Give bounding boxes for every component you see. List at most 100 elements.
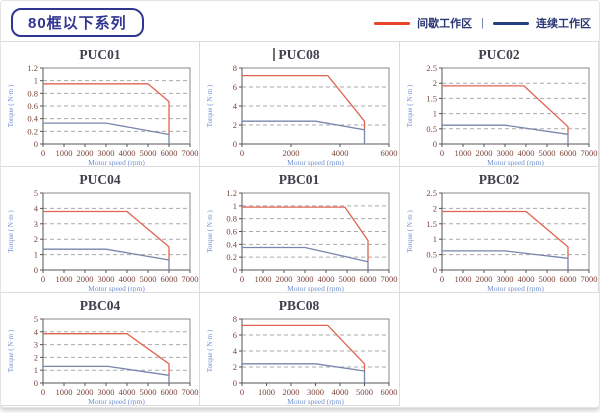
chart-title: PBC01 <box>279 172 320 187</box>
x-tick-label: 2000 <box>77 387 94 397</box>
x-tick-label: 5000 <box>538 148 555 158</box>
series-line-intermittent <box>242 74 366 130</box>
x-axis-label: Motor speed (rpm) <box>88 397 145 405</box>
legend-label-intermittent: 间歇工作区 <box>417 18 473 30</box>
chart-svg-puc08: 0 2000 4000 6000 0 2 4 6 8 PUC08 Motor speed (rpm)… <box>206 47 398 167</box>
chart-cell-puc02: 0 1000 2000 3000 4000 5000 6000 7000 0 0.5 1 1.5 2 2.… <box>399 41 599 167</box>
legend-label-continuous: 连续工作区 <box>536 18 591 30</box>
x-tick-label: 3000 <box>297 274 314 284</box>
x-tick-label: 5000 <box>140 387 157 397</box>
x-tick-label: 6000 <box>381 148 398 158</box>
x-tick-label: 4000 <box>517 148 534 158</box>
x-tick-label: 5000 <box>140 148 157 158</box>
y-tick-label: 1 <box>34 365 38 375</box>
y-tick-label: 0.4 <box>27 114 38 124</box>
chart-cell-pbc02: 0 1000 2000 3000 4000 5000 6000 7000 0 0.5 1 1.5 2 2.… <box>399 167 599 293</box>
x-tick-label: 7000 <box>580 274 597 284</box>
y-tick-label: 2 <box>34 352 38 362</box>
series-line-intermittent <box>242 206 369 261</box>
y-tick-label: 3 <box>34 219 38 229</box>
chart-svg-pbc08: 0 1000 2000 3000 4000 5000 6000 0 2 4 6 8 PBC08 Motor… <box>206 298 398 406</box>
chart-svg-pbc02: 0 1000 2000 3000 4000 5000 6000 7000 0 0.5 1 1.5 2 2.… <box>406 172 598 293</box>
intermittent-zone-line-icon <box>374 21 411 25</box>
plot-frame <box>42 192 191 271</box>
plot-frame <box>42 318 191 384</box>
x-tick-label: 3000 <box>496 274 513 284</box>
y-tick-label: 5 <box>34 188 38 198</box>
y-tick-label: 0.6 <box>27 101 38 111</box>
x-tick-label: 1000 <box>56 148 73 158</box>
y-tick-label: 0 <box>34 139 38 149</box>
chart-grid: 0 1000 2000 3000 4000 5000 6000 7000 0 0.2 0.4 0.6 0… <box>1 41 599 406</box>
page-title: 80框以下系列 <box>28 15 127 32</box>
y-tick-label: 1.2 <box>27 63 38 73</box>
x-tick-label: 3000 <box>98 274 115 284</box>
y-axis-label: Torque ( N·m ) <box>406 84 414 127</box>
y-tick-label: 2.5 <box>426 63 437 73</box>
x-tick-label: 6000 <box>161 387 178 397</box>
series-line-continuous <box>242 246 369 270</box>
y-tick-label: 1.5 <box>426 93 437 103</box>
y-tick-label: 4 <box>233 101 238 111</box>
x-tick-label: 1000 <box>56 274 73 284</box>
x-axis-label: Motor speed (rpm) <box>288 397 345 405</box>
y-axis-label: Torque ( N·m ) <box>206 84 214 127</box>
continuous-zone-line-icon <box>493 21 529 25</box>
x-tick-label: 4000 <box>332 387 349 397</box>
series-line-continuous <box>441 250 569 270</box>
y-tick-label: 1.5 <box>426 219 437 229</box>
x-tick-label: 6000 <box>360 274 377 284</box>
y-tick-label: 0 <box>233 139 237 149</box>
y-tick-label: 4 <box>233 346 238 356</box>
x-tick-label: 4000 <box>119 387 136 397</box>
y-tick-label: 0 <box>34 378 38 388</box>
chart-svg-puc01: 0 1000 2000 3000 4000 5000 6000 7000 0 0.2 0.4 0.6 0… <box>7 47 199 167</box>
chart-cell-puc01: 0 1000 2000 3000 4000 5000 6000 7000 0 0.2 0.4 0.6 0… <box>1 41 201 167</box>
series-line-continuous <box>242 363 366 383</box>
chart-svg-pbc01: 0 1000 2000 3000 4000 5000 6000 7000 0 0.2 0.4 0.6 0… <box>206 172 398 293</box>
y-tick-label: 2.5 <box>426 188 437 198</box>
x-tick-label: 3000 <box>98 387 115 397</box>
x-tick-label: 0 <box>41 274 45 284</box>
chart-svg-pbc04: 0 1000 2000 3000 4000 5000 6000 7000 0 1 2 3 4 5 PBC04… <box>7 298 199 406</box>
x-tick-label: 3000 <box>98 148 115 158</box>
y-tick-label: 1 <box>233 201 237 211</box>
chart-svg-puc04: 0 1000 2000 3000 4000 5000 6000 7000 0 1 2 3 4 5 PUC04… <box>7 172 199 293</box>
y-tick-label: 0.2 <box>227 252 238 262</box>
chart-cell-pbc04: 0 1000 2000 3000 4000 5000 6000 7000 0 1 2 3 4 5 PBC04… <box>1 293 201 406</box>
x-tick-label: 2000 <box>77 148 94 158</box>
x-tick-label: 1000 <box>454 274 471 284</box>
series-title-badge: 80框以下系列 <box>11 8 144 37</box>
x-axis-label: Motor speed (rpm) <box>487 158 544 166</box>
y-tick-label: 0.4 <box>227 239 238 249</box>
series-line-continuous <box>441 124 569 144</box>
y-axis-label: Torque ( N·m ) <box>7 84 15 127</box>
x-tick-label: 5000 <box>140 274 157 284</box>
y-tick-label: 0.6 <box>227 227 238 237</box>
x-tick-label: 0 <box>240 387 244 397</box>
series-line-intermittent <box>43 210 170 260</box>
x-tick-label: 2000 <box>276 274 293 284</box>
y-tick-label: 1 <box>34 250 38 260</box>
y-tick-label: 1 <box>432 109 436 119</box>
y-tick-label: 5 <box>34 314 38 324</box>
chart-cell-pbc08: 0 1000 2000 3000 4000 5000 6000 0 2 4 6 8 PBC08 Motor… <box>200 293 400 406</box>
y-tick-label: 2 <box>233 362 237 372</box>
y-tick-label: 6 <box>233 330 237 340</box>
chart-cell-pbc01: 0 1000 2000 3000 4000 5000 6000 7000 0 0.2 0.4 0.6 0… <box>200 167 400 293</box>
chart-title: PUC04 <box>79 172 120 187</box>
x-tick-label: 4000 <box>517 274 534 284</box>
y-tick-label: 2 <box>233 120 237 130</box>
y-tick-label: 6 <box>233 82 237 92</box>
y-tick-label: 4 <box>34 203 39 213</box>
chart-title: PUC02 <box>478 47 519 62</box>
series-line-intermittent <box>441 210 569 258</box>
series-line-intermittent <box>242 324 366 371</box>
x-tick-label: 7000 <box>182 148 199 158</box>
chart-cell-puc04: 0 1000 2000 3000 4000 5000 6000 7000 0 1 2 3 4 5 PUC04… <box>1 167 201 293</box>
plot-frame <box>441 67 590 145</box>
y-tick-label: 0 <box>233 265 237 275</box>
y-axis-label: Torque ( N·m ) <box>206 210 214 253</box>
x-tick-label: 6000 <box>161 274 178 284</box>
